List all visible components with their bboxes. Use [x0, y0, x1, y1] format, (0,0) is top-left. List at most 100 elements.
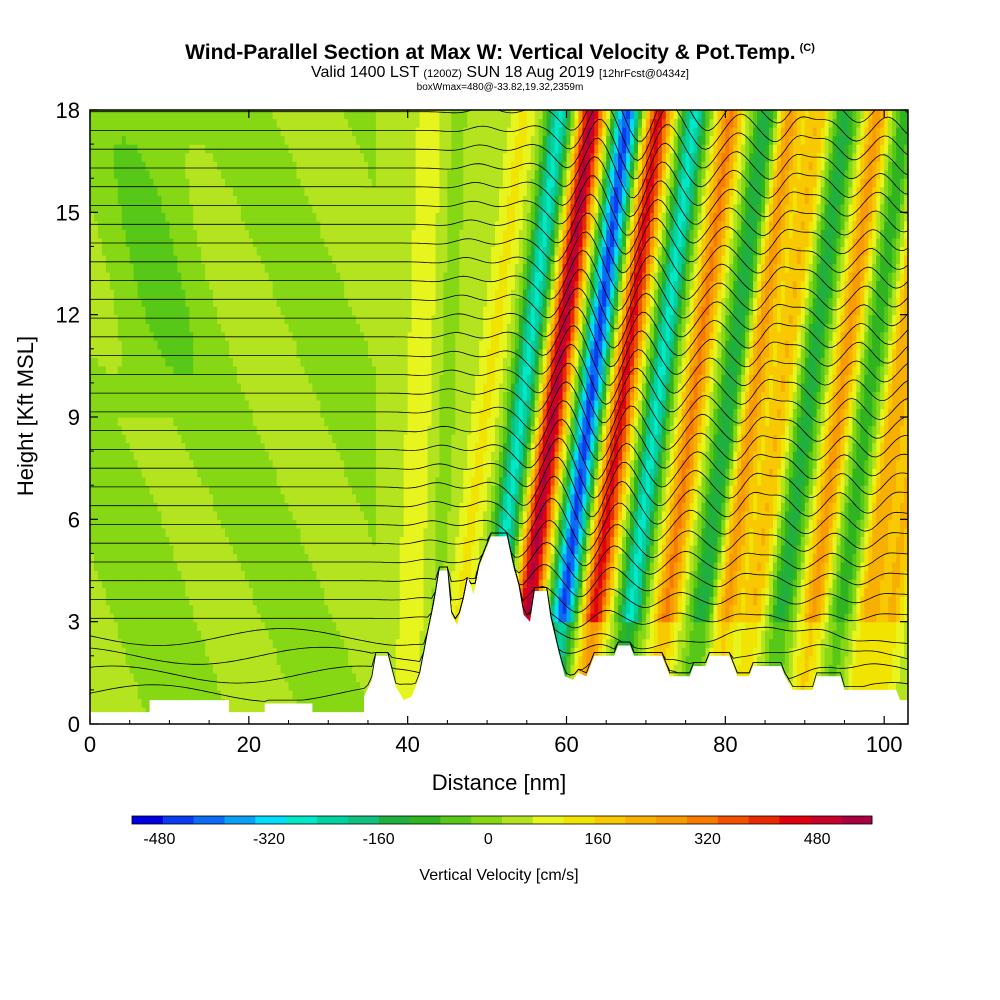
field-cell [260, 110, 266, 120]
field-cell [232, 110, 238, 120]
field-cell [97, 127, 103, 137]
field-cell [213, 340, 218, 350]
field-cell [129, 417, 135, 427]
field-cell [328, 408, 333, 418]
field-cell [141, 382, 147, 393]
field-cell [232, 357, 238, 367]
field-cell [272, 408, 278, 418]
field-cell [296, 382, 302, 393]
field-cell [109, 434, 115, 444]
field-cell [316, 706, 321, 717]
field-cell [121, 178, 127, 188]
field-cell [284, 195, 290, 205]
field-cell [193, 493, 198, 503]
field-cell [205, 203, 210, 213]
field-cell [145, 553, 151, 563]
field-cell [236, 365, 242, 375]
field-cell [121, 161, 127, 171]
field-cell [272, 152, 278, 162]
field-cell [165, 280, 171, 290]
field-cell [360, 468, 365, 478]
field-cell [336, 391, 341, 401]
field-cell [133, 161, 139, 171]
field-cell [272, 246, 278, 256]
field-cell [276, 263, 282, 273]
field-cell [133, 570, 139, 580]
field-cell [149, 272, 155, 282]
field-cell [149, 127, 155, 137]
field-cell [344, 485, 349, 495]
field-cell [244, 664, 250, 674]
field-cell [264, 118, 270, 128]
field-cell [252, 399, 258, 410]
field-cell [97, 587, 103, 597]
field-cell [113, 127, 119, 137]
field-cell [153, 110, 159, 120]
field-cell [308, 280, 313, 290]
field-cell [280, 348, 286, 358]
field-cell [268, 306, 274, 316]
field-cell [276, 169, 282, 179]
field-cell [161, 621, 167, 631]
field-cell [228, 647, 234, 657]
field-cell [173, 434, 178, 444]
field-cell [336, 118, 341, 128]
field-cell [109, 357, 115, 367]
field-cell [177, 638, 182, 648]
field-cell [141, 229, 147, 239]
field-cell [240, 544, 246, 555]
field-cell [292, 621, 298, 631]
field-cell [109, 127, 115, 137]
field-cell [228, 587, 234, 597]
field-cell [344, 459, 349, 469]
field-cell [360, 536, 365, 546]
field-cell [121, 689, 127, 700]
field-cell [141, 459, 147, 469]
field-cell [221, 110, 226, 120]
field-cell [109, 596, 115, 606]
field-cell [316, 570, 321, 580]
field-cell [90, 434, 95, 444]
field-cell [276, 144, 282, 154]
field-cell [240, 144, 246, 154]
field-cell [356, 382, 361, 393]
field-cell [149, 527, 155, 537]
field-cell [189, 152, 194, 162]
field-cell [304, 306, 309, 316]
field-cell [161, 186, 167, 196]
field-cell [256, 698, 262, 708]
field-cell [121, 374, 127, 384]
field-cell [117, 246, 123, 256]
field-cell [157, 237, 163, 248]
field-cell [360, 212, 365, 222]
field-cell [352, 178, 357, 188]
field-cell [304, 365, 309, 375]
field-cell [244, 178, 250, 188]
field-cell [268, 596, 274, 606]
field-cell [252, 365, 258, 375]
field-cell [125, 391, 131, 401]
field-cell [181, 655, 186, 665]
field-cell [264, 647, 270, 657]
field-cell [221, 144, 226, 154]
field-cell [240, 442, 246, 452]
field-cell [181, 570, 186, 580]
field-cell [121, 365, 127, 375]
field-cell [209, 647, 214, 657]
field-cell [288, 630, 294, 640]
field-cell [228, 263, 234, 273]
field-cell [101, 135, 107, 145]
field-cell [252, 451, 258, 461]
field-cell [113, 178, 119, 188]
field-cell [332, 203, 337, 213]
field-cell [260, 664, 266, 674]
field-cell [173, 323, 178, 333]
field-cell [153, 203, 159, 213]
field-cell [90, 289, 95, 299]
field-cell [90, 706, 95, 717]
field-cell [109, 502, 115, 512]
field-cell [244, 570, 250, 580]
field-cell [316, 630, 321, 640]
field-cell [225, 451, 230, 461]
field-cell [340, 323, 345, 333]
